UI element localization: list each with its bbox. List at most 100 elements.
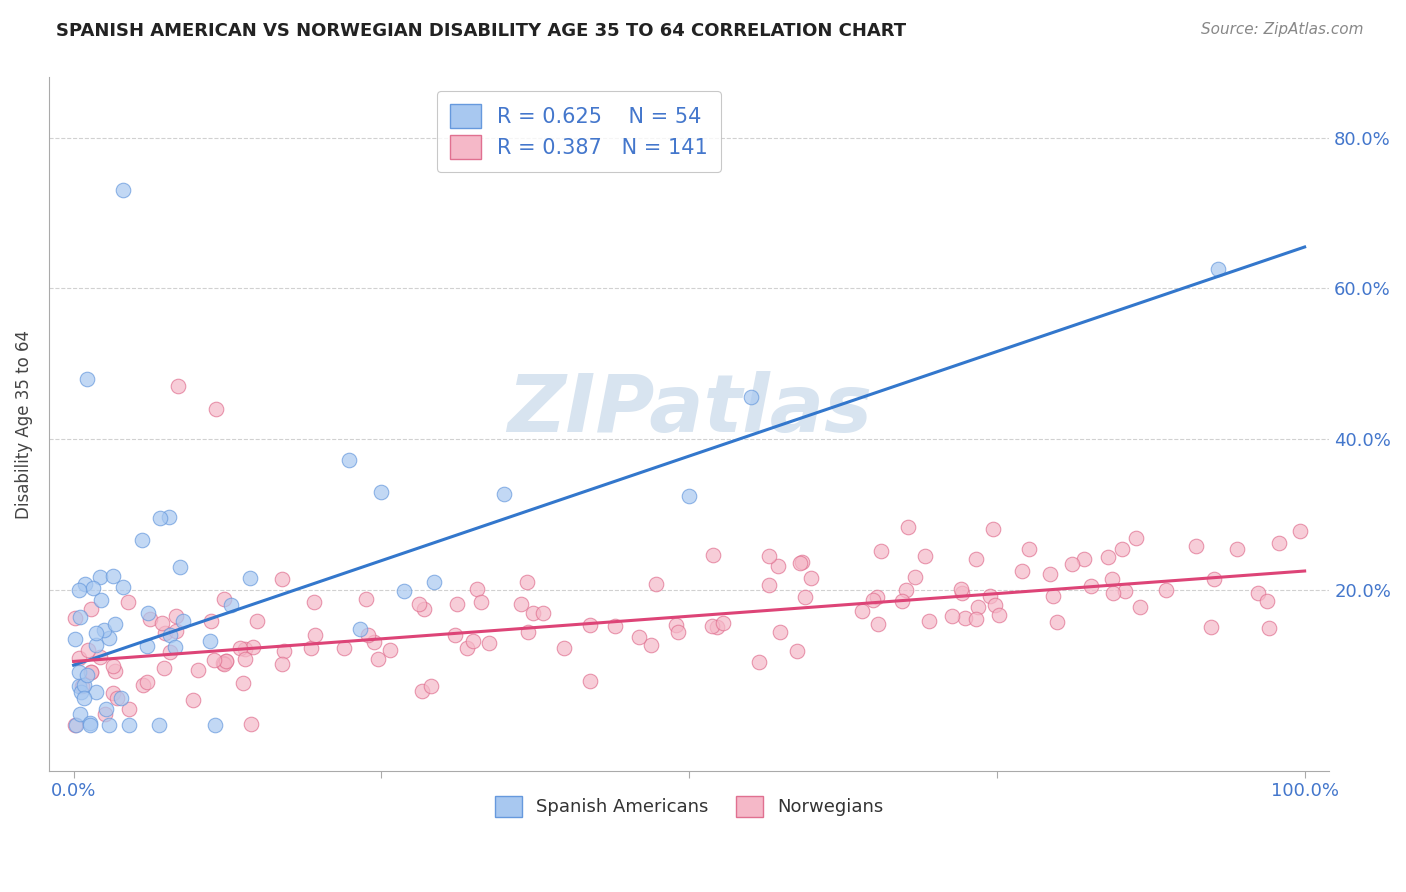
Point [851, 604, 873, 618]
Point [665, 618, 688, 632]
Point [70, 679, 93, 693]
Point [79, 716, 101, 731]
Point [918, 614, 941, 628]
Point [150, 615, 173, 630]
Point [465, 582, 488, 597]
Point [165, 624, 187, 638]
Point [747, 655, 769, 669]
Point [1039, 566, 1062, 581]
Point [702, 549, 724, 563]
Point [706, 620, 728, 634]
Point [1042, 589, 1064, 603]
Point [461, 634, 484, 648]
Point [67, 679, 90, 693]
Point [510, 597, 533, 611]
Point [1256, 594, 1278, 608]
Point [111, 580, 134, 594]
Point [73, 576, 96, 591]
Point [69, 706, 91, 721]
Point [516, 625, 538, 640]
Point [181, 693, 204, 707]
Point [76, 372, 98, 386]
Point [152, 661, 174, 675]
Point [211, 656, 233, 670]
Point [862, 593, 884, 607]
Point [967, 600, 990, 615]
Point [981, 522, 1004, 536]
Point [790, 555, 813, 569]
Point [800, 571, 823, 585]
Point [866, 590, 889, 604]
Point [1011, 564, 1033, 578]
Point [118, 718, 141, 732]
Point [93, 707, 115, 722]
Point [202, 653, 225, 667]
Point [94, 701, 117, 715]
Point [63, 718, 86, 732]
Point [67, 650, 90, 665]
Point [242, 640, 264, 654]
Point [423, 574, 446, 589]
Point [443, 628, 465, 642]
Point [67, 665, 90, 679]
Point [198, 634, 221, 648]
Point [1097, 549, 1119, 564]
Point [89, 569, 111, 583]
Point [470, 595, 492, 609]
Point [233, 652, 256, 666]
Point [110, 690, 132, 705]
Point [1102, 586, 1125, 600]
Point [711, 616, 734, 631]
Point [79, 718, 101, 732]
Point [1154, 583, 1177, 598]
Point [111, 184, 134, 198]
Point [132, 678, 155, 692]
Point [73, 678, 96, 692]
Point [640, 638, 662, 652]
Point [200, 615, 222, 629]
Point [84, 685, 107, 699]
Point [363, 635, 385, 649]
Point [337, 453, 360, 467]
Point [1247, 586, 1270, 600]
Point [67, 582, 90, 597]
Point [1125, 531, 1147, 545]
Point [1208, 262, 1230, 277]
Point [1018, 542, 1040, 557]
Point [239, 571, 262, 585]
Point [870, 544, 893, 558]
Point [89, 649, 111, 664]
Text: Source: ZipAtlas.com: Source: ZipAtlas.com [1201, 22, 1364, 37]
Point [603, 618, 626, 632]
Text: ZIPatlas: ZIPatlas [506, 371, 872, 450]
Point [84, 625, 107, 640]
Point [136, 606, 159, 620]
Point [172, 614, 194, 628]
Point [157, 509, 180, 524]
Point [101, 659, 124, 673]
Point [333, 640, 356, 655]
Point [97, 632, 120, 646]
Point [1101, 573, 1123, 587]
Point [478, 636, 501, 650]
Point [1258, 621, 1281, 635]
Point [63, 611, 86, 625]
Point [984, 598, 1007, 612]
Point [1226, 541, 1249, 556]
Point [702, 619, 724, 633]
Point [84, 638, 107, 652]
Point [167, 379, 190, 393]
Point [135, 674, 157, 689]
Point [103, 569, 125, 583]
Point [219, 598, 242, 612]
Point [93, 624, 115, 638]
Point [138, 612, 160, 626]
Point [789, 556, 811, 570]
Point [1073, 552, 1095, 566]
Point [69, 609, 91, 624]
Point [165, 609, 187, 624]
Point [163, 640, 186, 655]
Point [645, 577, 668, 591]
Point [153, 625, 176, 640]
Point [1267, 536, 1289, 550]
